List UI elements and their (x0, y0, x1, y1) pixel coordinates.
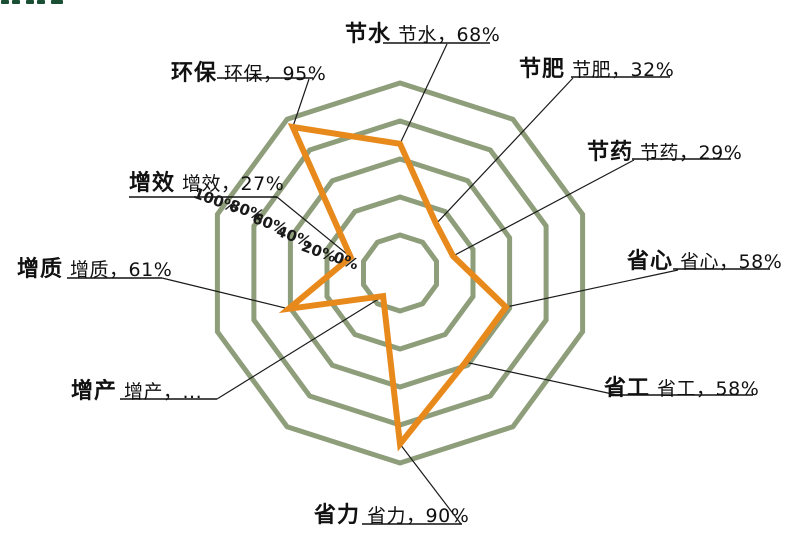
category-label: 节药 节药，29% (587, 134, 742, 166)
leader-line (399, 43, 448, 145)
category-name: 增质 (17, 257, 64, 282)
category-value: 增质，61% (70, 259, 173, 281)
leader-line (435, 77, 574, 225)
category-label: 节水 节水，68% (345, 16, 500, 48)
category-value: 节水，68% (398, 24, 501, 46)
leader-line (399, 443, 462, 525)
category-value: 省力，90% (367, 505, 470, 527)
data-series-polygon (278, 123, 510, 452)
category-label: 省力 省力，90% (314, 497, 469, 529)
leader-line (452, 159, 635, 257)
grid-ring (214, 80, 586, 466)
category-name: 节药 (587, 140, 634, 165)
logo-mark (51, 0, 63, 4)
category-name: 节肥 (519, 57, 566, 82)
category-name: 增产 (71, 379, 118, 404)
grid-ring (324, 194, 476, 352)
logo-mark (1, 0, 9, 4)
category-name: 省工 (604, 376, 651, 401)
category-value: 省心，58% (680, 251, 783, 273)
leader-line (465, 361, 618, 396)
category-label: 增质 增质，61% (17, 251, 172, 283)
category-value: 节药，29% (640, 142, 743, 164)
logo-mark (26, 0, 34, 4)
category-value: 省工，58% (657, 378, 760, 400)
leader-line (161, 277, 289, 310)
grid-ring (251, 118, 549, 428)
category-label: 省心 省心，58% (627, 243, 782, 275)
category-name: 省力 (314, 503, 361, 528)
grid-ring (361, 232, 439, 314)
category-value: 节肥，32% (572, 59, 675, 81)
category-value: 增效，27% (182, 173, 285, 195)
category-name: 节水 (345, 22, 392, 47)
category-name: 增效 (129, 171, 176, 196)
leader-line (216, 295, 384, 400)
category-value: 增产，... (124, 381, 203, 403)
category-label: 增产 增产，... (71, 373, 202, 405)
leader-line (292, 78, 310, 128)
category-value: 环保，95% (224, 63, 327, 85)
leader-line (276, 196, 352, 258)
category-name: 省心 (627, 249, 674, 274)
logo-mark (37, 0, 45, 4)
category-name: 环保 (171, 61, 218, 86)
category-label: 环保 环保，95% (171, 55, 326, 87)
logo-mark (12, 0, 20, 4)
category-label: 省工 省工，58% (604, 370, 759, 402)
category-label: 增效 增效，27% (129, 165, 284, 197)
category-label: 节肥 节肥，32% (519, 51, 674, 83)
leader-line (505, 269, 679, 308)
